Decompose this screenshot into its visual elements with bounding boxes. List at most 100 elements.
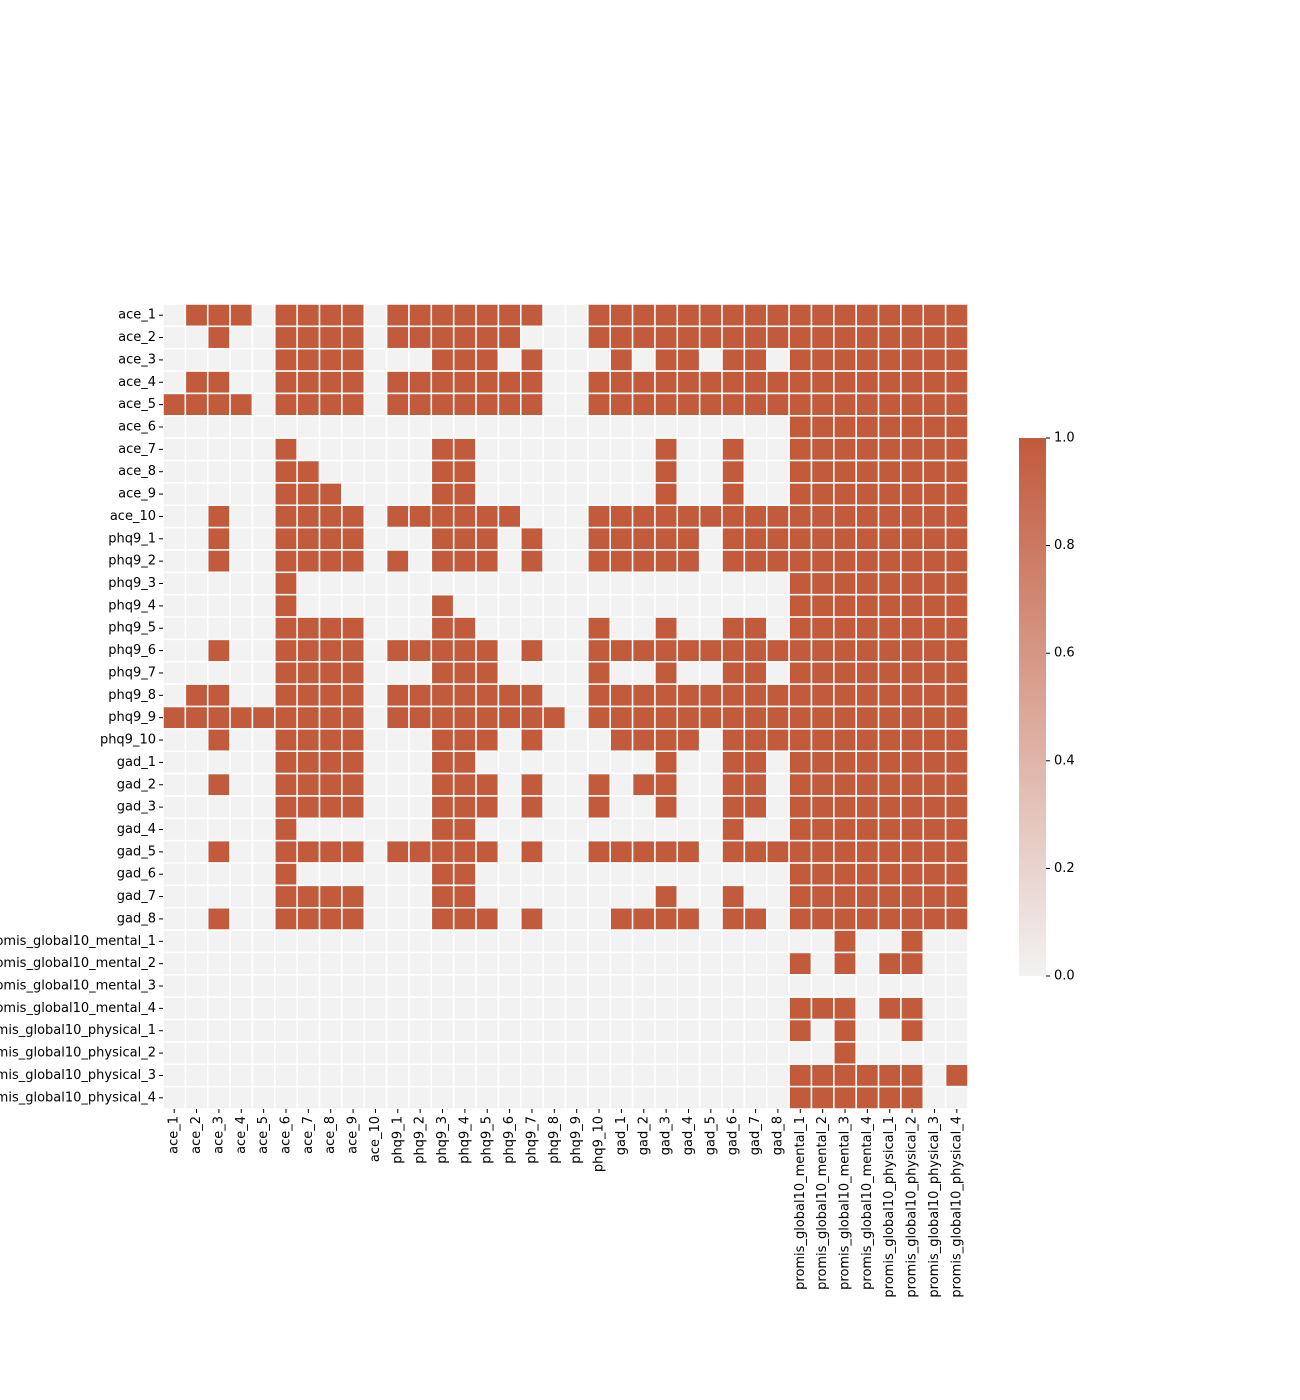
- y-tick-label: ace_8: [118, 464, 156, 479]
- heatmap-cell: [587, 862, 611, 887]
- heatmap-cell: [363, 504, 388, 529]
- heatmap-cell: [743, 907, 768, 931]
- heatmap-cell: [520, 437, 544, 462]
- heatmap-cell: [542, 593, 567, 618]
- heatmap-cell: [654, 974, 679, 998]
- heatmap-cell: [206, 929, 231, 954]
- heatmap-cell: [766, 482, 790, 506]
- heatmap-cell: [900, 1018, 925, 1043]
- heatmap-cell: [184, 839, 209, 864]
- heatmap-cell: [564, 772, 589, 797]
- heatmap-cell: [184, 526, 209, 551]
- heatmap-cell: [922, 459, 947, 484]
- heatmap-cell: [206, 1041, 231, 1066]
- heatmap-cell: [318, 907, 343, 931]
- heatmap-cell: [676, 1085, 701, 1110]
- heatmap-cell: [721, 683, 746, 708]
- heatmap-cell: [788, 549, 813, 574]
- heatmap-cell: [184, 571, 209, 596]
- heatmap-cell: [587, 974, 611, 998]
- heatmap-cell: [542, 415, 567, 439]
- heatmap-cell: [341, 392, 365, 417]
- heatmap-cell: [274, 638, 298, 663]
- heatmap-cell: [385, 504, 410, 529]
- heatmap-cell: [385, 661, 410, 685]
- heatmap-cell: [206, 772, 231, 797]
- heatmap-cell: [497, 571, 522, 596]
- heatmap-cell: [408, 1018, 433, 1043]
- heatmap-cell: [452, 593, 477, 618]
- y-tick-label: promis_global10_physical_3: [0, 1068, 156, 1083]
- heatmap-cell: [520, 839, 544, 864]
- heatmap-cell: [721, 370, 746, 395]
- heatmap-cell: [855, 974, 880, 998]
- heatmap-cell: [609, 347, 634, 372]
- colorbar: 0.0 0.2 0.4 0.6 0.8 1.0: [1019, 431, 1075, 984]
- heatmap-cell: [631, 370, 656, 395]
- heatmap-cell: [654, 616, 679, 641]
- heatmap-cell: [922, 974, 947, 998]
- heatmap-cell: [206, 526, 231, 551]
- heatmap-cell: [363, 728, 388, 752]
- heatmap-cell: [676, 795, 701, 820]
- heatmap-cell: [162, 951, 187, 976]
- x-tick-label: ace_9: [346, 1116, 361, 1154]
- heatmap-cell: [587, 1018, 611, 1043]
- heatmap-cell: [766, 772, 790, 797]
- heatmap-cell: [520, 616, 544, 641]
- heatmap-cell: [676, 884, 701, 909]
- heatmap-cell: [944, 907, 969, 931]
- heatmap-cell: [452, 325, 477, 350]
- heatmap-cell: [296, 728, 321, 752]
- colorbar-tick-label: 0.6: [1054, 646, 1075, 661]
- heatmap-cell: [631, 907, 656, 931]
- heatmap-cell: [363, 683, 388, 708]
- heatmap-cell: [475, 728, 500, 752]
- heatmap-cell: [944, 616, 969, 641]
- heatmap-cell: [877, 974, 902, 998]
- heatmap-cell: [900, 459, 925, 484]
- y-tick-label: promis_global10_mental_2: [0, 956, 156, 971]
- heatmap-cell: [296, 616, 321, 641]
- heatmap-cell: [430, 817, 455, 842]
- heatmap-cell: [408, 728, 433, 752]
- heatmap-cell: [520, 1018, 544, 1043]
- heatmap-cell: [318, 884, 343, 909]
- heatmap-cell: [609, 772, 634, 797]
- heatmap-cell: [766, 1018, 790, 1043]
- heatmap-cell: [475, 862, 500, 887]
- heatmap-cell: [206, 884, 231, 909]
- heatmap-cell: [944, 370, 969, 395]
- heatmap-cell: [251, 1063, 276, 1088]
- heatmap-cell: [363, 526, 388, 551]
- heatmap-cell: [788, 526, 813, 551]
- heatmap-cell: [788, 705, 813, 730]
- heatmap-cell: [408, 437, 433, 462]
- heatmap-cell: [922, 549, 947, 574]
- heatmap-cell: [564, 392, 589, 417]
- heatmap-cell: [385, 839, 410, 864]
- heatmap-cell: [229, 795, 254, 820]
- heatmap-cell: [497, 370, 522, 395]
- heatmap-cell: [452, 638, 477, 663]
- heatmap-cell: [788, 616, 813, 641]
- heatmap-cell: [922, 370, 947, 395]
- heatmap-cell: [251, 616, 276, 641]
- heatmap-cell: [922, 839, 947, 864]
- y-tick-label: phq9_6: [108, 643, 156, 658]
- heatmap-cell: [877, 1041, 902, 1066]
- heatmap-cell: [542, 795, 567, 820]
- heatmap-cell: [162, 683, 187, 708]
- heatmap-cell: [788, 1018, 813, 1043]
- heatmap-cell: [452, 482, 477, 506]
- heatmap-cell: [721, 750, 746, 775]
- heatmap-cell: [251, 504, 276, 529]
- heatmap-cell: [810, 862, 835, 887]
- heatmap-cell: [944, 571, 969, 596]
- heatmap-cell: [430, 661, 455, 685]
- heatmap-cell: [408, 862, 433, 887]
- heatmap-cell: [788, 661, 813, 685]
- heatmap-cell: [385, 593, 410, 618]
- heatmap-cell: [877, 459, 902, 484]
